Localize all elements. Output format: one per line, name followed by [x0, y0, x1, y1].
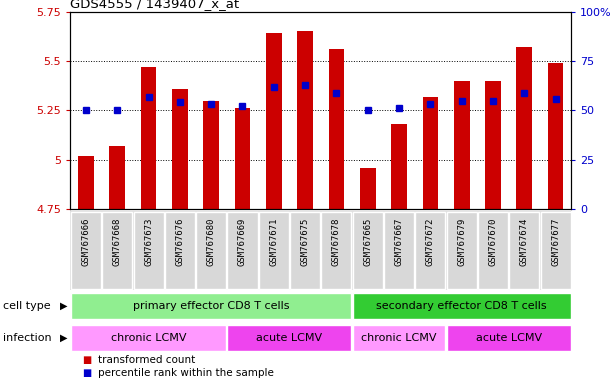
- Bar: [360, 168, 376, 209]
- FancyBboxPatch shape: [353, 325, 445, 351]
- FancyBboxPatch shape: [447, 212, 477, 289]
- FancyBboxPatch shape: [71, 212, 101, 289]
- Bar: [548, 63, 563, 209]
- FancyBboxPatch shape: [510, 212, 540, 289]
- Text: chronic LCMV: chronic LCMV: [111, 333, 186, 343]
- Text: GSM767671: GSM767671: [269, 217, 278, 266]
- Bar: [485, 81, 501, 209]
- FancyBboxPatch shape: [165, 212, 195, 289]
- Bar: [172, 89, 188, 209]
- FancyBboxPatch shape: [102, 212, 132, 289]
- Text: percentile rank within the sample: percentile rank within the sample: [98, 368, 274, 378]
- FancyBboxPatch shape: [541, 212, 571, 289]
- Text: GSM767679: GSM767679: [457, 217, 466, 266]
- FancyBboxPatch shape: [353, 293, 571, 319]
- Text: GSM767680: GSM767680: [207, 217, 216, 266]
- FancyBboxPatch shape: [70, 211, 571, 290]
- Bar: [454, 81, 469, 209]
- Text: GSM767669: GSM767669: [238, 217, 247, 266]
- Text: GSM767673: GSM767673: [144, 217, 153, 266]
- Bar: [516, 47, 532, 209]
- Bar: [423, 96, 438, 209]
- Text: secondary effector CD8 T cells: secondary effector CD8 T cells: [376, 301, 547, 311]
- Text: GSM767674: GSM767674: [520, 217, 529, 266]
- FancyBboxPatch shape: [227, 325, 351, 351]
- Text: GSM767678: GSM767678: [332, 217, 341, 266]
- Text: ▶: ▶: [60, 301, 67, 311]
- Bar: [109, 146, 125, 209]
- Bar: [141, 67, 156, 209]
- FancyBboxPatch shape: [415, 212, 445, 289]
- FancyBboxPatch shape: [447, 325, 571, 351]
- FancyBboxPatch shape: [384, 212, 414, 289]
- Text: GSM767672: GSM767672: [426, 217, 435, 266]
- Text: ■: ■: [82, 368, 92, 378]
- FancyBboxPatch shape: [290, 212, 320, 289]
- Bar: [235, 108, 251, 209]
- Text: GSM767676: GSM767676: [175, 217, 185, 266]
- FancyBboxPatch shape: [478, 212, 508, 289]
- FancyBboxPatch shape: [321, 212, 351, 289]
- Bar: [78, 156, 93, 209]
- Text: GSM767668: GSM767668: [113, 217, 122, 266]
- Text: GSM767670: GSM767670: [489, 217, 497, 266]
- Text: GSM767675: GSM767675: [301, 217, 310, 266]
- Text: infection: infection: [3, 333, 52, 343]
- Text: acute LCMV: acute LCMV: [257, 333, 323, 343]
- FancyBboxPatch shape: [227, 212, 257, 289]
- FancyBboxPatch shape: [134, 212, 164, 289]
- Bar: [203, 101, 219, 209]
- Text: acute LCMV: acute LCMV: [475, 333, 542, 343]
- FancyBboxPatch shape: [196, 212, 226, 289]
- FancyBboxPatch shape: [71, 293, 351, 319]
- FancyBboxPatch shape: [259, 212, 289, 289]
- Bar: [329, 49, 344, 209]
- FancyBboxPatch shape: [71, 325, 226, 351]
- Text: ▶: ▶: [60, 333, 67, 343]
- Text: GDS4555 / 1439407_x_at: GDS4555 / 1439407_x_at: [70, 0, 240, 10]
- Text: cell type: cell type: [3, 301, 51, 311]
- Text: chronic LCMV: chronic LCMV: [361, 333, 437, 343]
- Bar: [298, 31, 313, 209]
- Text: GSM767666: GSM767666: [81, 217, 90, 266]
- Text: GSM767667: GSM767667: [395, 217, 403, 266]
- Bar: [391, 124, 407, 209]
- Text: primary effector CD8 T cells: primary effector CD8 T cells: [133, 301, 290, 311]
- Text: GSM767677: GSM767677: [551, 217, 560, 266]
- Text: ■: ■: [82, 354, 92, 364]
- Text: transformed count: transformed count: [98, 354, 195, 364]
- FancyBboxPatch shape: [353, 212, 382, 289]
- Bar: [266, 33, 282, 209]
- Text: GSM767665: GSM767665: [364, 217, 372, 266]
